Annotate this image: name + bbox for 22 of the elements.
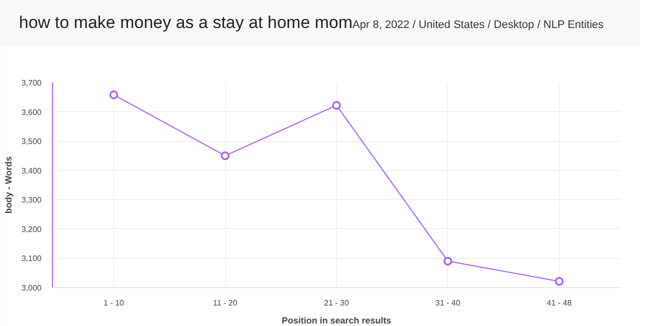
y-tick-label: 3,200 <box>21 224 42 234</box>
point <box>554 277 564 286</box>
y-tick-label: 3,400 <box>21 166 42 176</box>
x-axis-title: Position in search results <box>282 316 392 326</box>
x-tick-label: 31 - 40 <box>435 298 461 308</box>
x-tick-label: 21 - 30 <box>324 298 350 308</box>
chart-title: how to make money as a stay at home mom <box>19 12 353 32</box>
point <box>109 90 118 100</box>
y-tick-label: 3,300 <box>21 196 42 205</box>
point <box>220 151 230 160</box>
chart-subtitle: Apr 8, 2022 / United States / Desktop / NLP Entities <box>352 18 604 31</box>
x-tick-label: 41 - 48 <box>546 298 572 308</box>
y-axis-title: body - Words <box>3 156 14 214</box>
y-tick-label: 3,000 <box>21 284 42 292</box>
x-tick-label: 11 - 20 <box>212 298 238 308</box>
y-tick-label: 3,600 <box>21 108 42 117</box>
x-tick-label: 1 - 10 <box>104 298 125 308</box>
y-tick-label: 3,500 <box>21 137 42 146</box>
y-tick-label: 3,700 <box>21 78 42 88</box>
point <box>332 101 341 110</box>
y-tick-label: 3,100 <box>21 254 42 264</box>
point <box>444 256 452 266</box>
